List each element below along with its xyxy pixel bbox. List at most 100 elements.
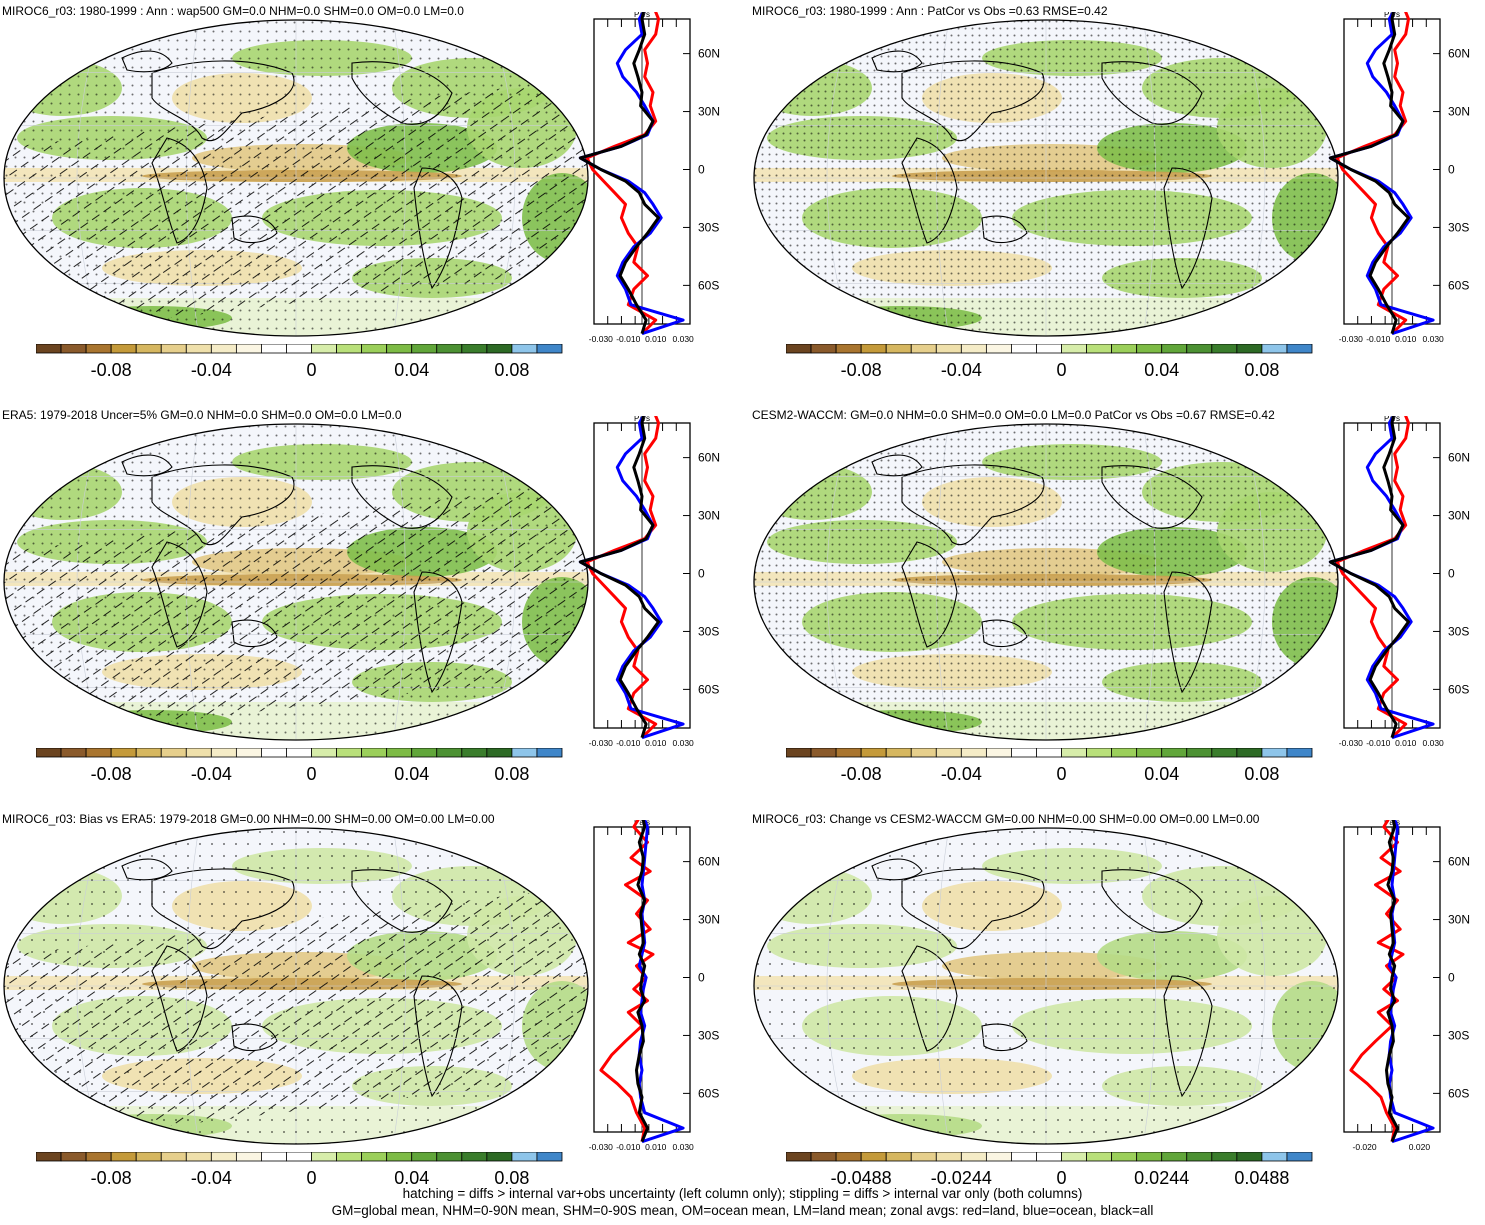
x-tick-label: -0.030 <box>589 1142 613 1152</box>
lat-tick-label: 60N <box>1448 47 1470 61</box>
colorbar-swatch <box>160 1152 187 1162</box>
panel-title: ERA5: 1979-2018 Uncer=5% GM=0.0 NHM=0.0 … <box>2 408 402 422</box>
colorbar-label: -0.08 <box>841 764 882 784</box>
colorbar-label: -0.08 <box>91 1168 132 1188</box>
colorbar: -0.08 -0.04 0 0.04 0.08 <box>36 1152 563 1188</box>
colorbar-swatch <box>786 748 812 758</box>
colorbar-swatch <box>235 1152 262 1162</box>
panel-title: MIROC6_r03: Bias vs ERA5: 1979-2018 GM=0… <box>2 812 495 826</box>
colorbar-label: 0 <box>1057 1168 1067 1188</box>
x-tick-label: -0.030 <box>589 334 613 344</box>
colorbar-label: -0.04 <box>941 360 982 380</box>
x-tick-label: 0.030 <box>673 1142 695 1152</box>
colorbar-label: 0.04 <box>394 360 429 380</box>
panel-reference-model: CESM2-WACCM: GM=0.0 NHM=0.0 SHM=0.0 OM=0… <box>752 408 1485 821</box>
colorbar-label: 0 <box>1057 764 1067 784</box>
colorbar-swatch <box>985 1152 1012 1162</box>
land-profile-line <box>585 12 660 335</box>
x-tick-label: 0.030 <box>673 738 695 748</box>
colorbar: -0.0488 -0.0244 0 0.0244 0.0488 <box>786 1152 1313 1188</box>
colorbar-label: 0.04 <box>394 764 429 784</box>
colorbar-swatch <box>786 344 812 354</box>
lat-tick-label: 30S <box>698 220 719 234</box>
lat-tick-label: 60S <box>1448 682 1469 696</box>
colorbar-swatch <box>1161 344 1188 354</box>
colorbar-swatch <box>885 748 912 758</box>
map-frame <box>753 19 1339 337</box>
colorbar-swatch <box>160 344 187 354</box>
map-frame <box>3 423 589 741</box>
colorbar-swatch <box>36 1152 62 1162</box>
hatching-overlay <box>4 886 588 1144</box>
colorbar-swatch <box>1086 1152 1113 1162</box>
land-profile-line <box>585 416 660 739</box>
panel-change: MIROC6_r03: Change vs CESM2-WACCM GM=0.0… <box>752 812 1485 1225</box>
colorbar-swatch <box>810 748 837 758</box>
panel-title: MIROC6_r03: 1980-1999 : Ann : wap500 GM=… <box>2 4 464 18</box>
colorbar-swatch <box>60 1152 87 1162</box>
colorbar-swatch <box>835 344 862 354</box>
lat-tick-label: 30N <box>1448 913 1470 927</box>
colorbar-swatch <box>1086 344 1113 354</box>
colorbar-swatch <box>935 1152 962 1162</box>
lat-tick-label: 0 <box>698 567 705 581</box>
colorbar: -0.08 -0.04 0 0.04 0.08 <box>36 748 563 784</box>
colorbar-swatch <box>1286 1152 1313 1162</box>
zonal-mean-plot: Pa/s 60N 30N 0 30S 60S -0.020 0.020 <box>1343 820 1470 1152</box>
colorbar-swatch <box>486 344 513 354</box>
lat-tick-label: 60S <box>1448 278 1469 292</box>
hatching-overlay <box>4 482 588 740</box>
panel-model-climatology: MIROC6_r03: 1980-1999 : Ann : wap500 GM=… <box>2 4 742 417</box>
lat-tick-label: 60S <box>698 278 719 292</box>
colorbar-swatch <box>960 1152 987 1162</box>
map-robinson <box>3 827 589 1145</box>
colorbar-swatch <box>1186 748 1213 758</box>
colorbar-swatch <box>361 344 388 354</box>
lat-tick-label: 30N <box>698 105 720 119</box>
colorbar-swatch <box>1136 1152 1163 1162</box>
colorbar-swatch <box>885 1152 912 1162</box>
colorbar-swatch <box>1286 344 1313 354</box>
colorbar-swatch <box>436 748 463 758</box>
colorbar-swatch <box>536 748 563 758</box>
colorbar-swatch <box>1111 748 1138 758</box>
colorbar-swatch <box>36 748 62 758</box>
colorbar-swatch <box>1136 748 1163 758</box>
lat-tick-label: 30S <box>1448 624 1469 638</box>
colorbar-swatch <box>235 344 262 354</box>
all-profile-line <box>578 416 660 739</box>
colorbar-swatch <box>1036 748 1062 758</box>
x-tick-label: -0.030 <box>589 738 613 748</box>
colorbar-swatch <box>461 1152 488 1162</box>
colorbar-swatch <box>1286 748 1313 758</box>
colorbar-swatch <box>286 1152 312 1162</box>
colorbar-label: -0.0244 <box>931 1168 992 1188</box>
colorbar-swatch <box>261 344 287 354</box>
colorbar-swatch <box>185 748 212 758</box>
land-profile-line <box>1335 416 1410 739</box>
colorbar-swatch <box>1261 344 1288 354</box>
colorbar-swatch <box>135 1152 162 1162</box>
map-frame <box>753 423 1339 741</box>
colorbar-label: 0.08 <box>494 1168 529 1188</box>
colorbar-swatch <box>1036 344 1062 354</box>
x-tick-label: -0.010 <box>1366 738 1390 748</box>
colorbar-swatch <box>910 748 937 758</box>
colorbar-swatch <box>1061 1152 1087 1162</box>
x-tick-label: 0.010 <box>1395 738 1417 748</box>
colorbar-swatch <box>361 748 388 758</box>
x-tick-label: 0.010 <box>645 1142 667 1152</box>
colorbar-swatch <box>536 1152 563 1162</box>
colorbar-swatch <box>461 748 488 758</box>
lat-tick-label: 60N <box>1448 855 1470 869</box>
colorbar-swatch <box>185 344 212 354</box>
colorbar-swatch <box>1011 1152 1037 1162</box>
colorbar-swatch <box>160 748 187 758</box>
colorbar-swatch <box>135 344 162 354</box>
lat-tick-label: 0 <box>1448 567 1455 581</box>
colorbar-swatch <box>261 1152 287 1162</box>
colorbar-swatch <box>1161 748 1188 758</box>
colorbar-label: -0.04 <box>191 764 232 784</box>
colorbar-swatch <box>411 748 438 758</box>
